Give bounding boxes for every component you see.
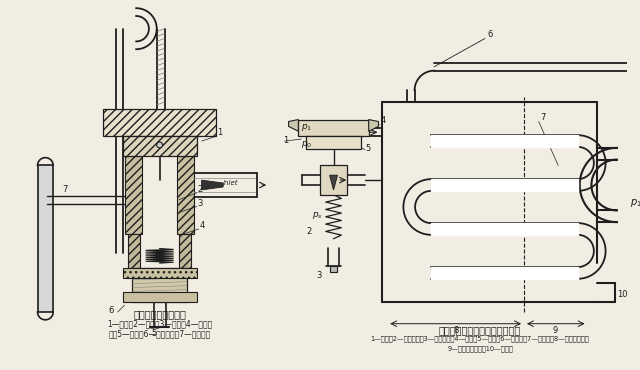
Text: 2: 2 <box>306 227 312 236</box>
Circle shape <box>157 142 163 148</box>
Text: 9: 9 <box>553 326 558 336</box>
Text: 1: 1 <box>218 128 223 137</box>
Polygon shape <box>129 234 140 268</box>
Bar <box>38 165 53 312</box>
Polygon shape <box>103 109 216 136</box>
Text: 6: 6 <box>487 30 492 40</box>
Text: 10: 10 <box>617 290 627 299</box>
Bar <box>330 266 337 272</box>
Text: 9—过热蒸气部分；10—感温包: 9—过热蒸气部分；10—感温包 <box>447 345 513 352</box>
Polygon shape <box>177 156 194 234</box>
Polygon shape <box>298 120 369 136</box>
Text: 6: 6 <box>109 306 114 315</box>
Text: $p_1$: $p_1$ <box>301 122 312 133</box>
Text: $p_0$: $p_0$ <box>301 139 313 150</box>
Polygon shape <box>289 120 298 131</box>
Text: 3: 3 <box>316 271 321 280</box>
Polygon shape <box>306 136 361 149</box>
Text: 簧；5—出口；6—调整螺母；7—内平衡管: 簧；5—出口；6—调整螺母；7—内平衡管 <box>109 330 211 339</box>
Text: 7: 7 <box>62 185 67 194</box>
Polygon shape <box>125 156 142 234</box>
Text: $p_1$: $p_1$ <box>630 196 640 209</box>
Bar <box>122 268 196 278</box>
Text: 8: 8 <box>453 326 458 336</box>
Text: 4: 4 <box>200 221 205 230</box>
Text: 5: 5 <box>366 144 371 153</box>
Text: 1—滤网；2—孔口；3—阀座；4—过热弹: 1—滤网；2—孔口；3—阀座；4—过热弹 <box>107 320 212 329</box>
Polygon shape <box>369 120 378 131</box>
Text: 内平衡式热力膨胀阀: 内平衡式热力膨胀阀 <box>133 309 186 319</box>
Bar <box>132 268 187 302</box>
Text: 3: 3 <box>198 199 203 208</box>
Text: 5: 5 <box>152 329 157 339</box>
Bar <box>122 292 196 302</box>
Polygon shape <box>179 234 191 268</box>
Polygon shape <box>202 180 223 190</box>
Text: 内平衡式热力膨胀阀的调节原理: 内平衡式热力膨胀阀的调节原理 <box>439 325 521 335</box>
Text: $p_s$: $p_s$ <box>312 210 323 221</box>
Text: 1: 1 <box>283 136 288 145</box>
Text: 4: 4 <box>380 117 386 125</box>
Polygon shape <box>330 175 337 190</box>
Text: 2: 2 <box>198 185 203 194</box>
Text: 7: 7 <box>541 112 546 122</box>
Polygon shape <box>122 136 196 156</box>
Text: inlet: inlet <box>223 180 239 186</box>
Bar <box>320 165 348 195</box>
Text: 1—针阀；2—过热弹簧；3—调节螺钉；4—膜片；5—推杆；6—毛细管；7—蚕发器；8—液态气部分；: 1—针阀；2—过热弹簧；3—调节螺钉；4—膜片；5—推杆；6—毛细管；7—蚕发器… <box>371 336 589 342</box>
